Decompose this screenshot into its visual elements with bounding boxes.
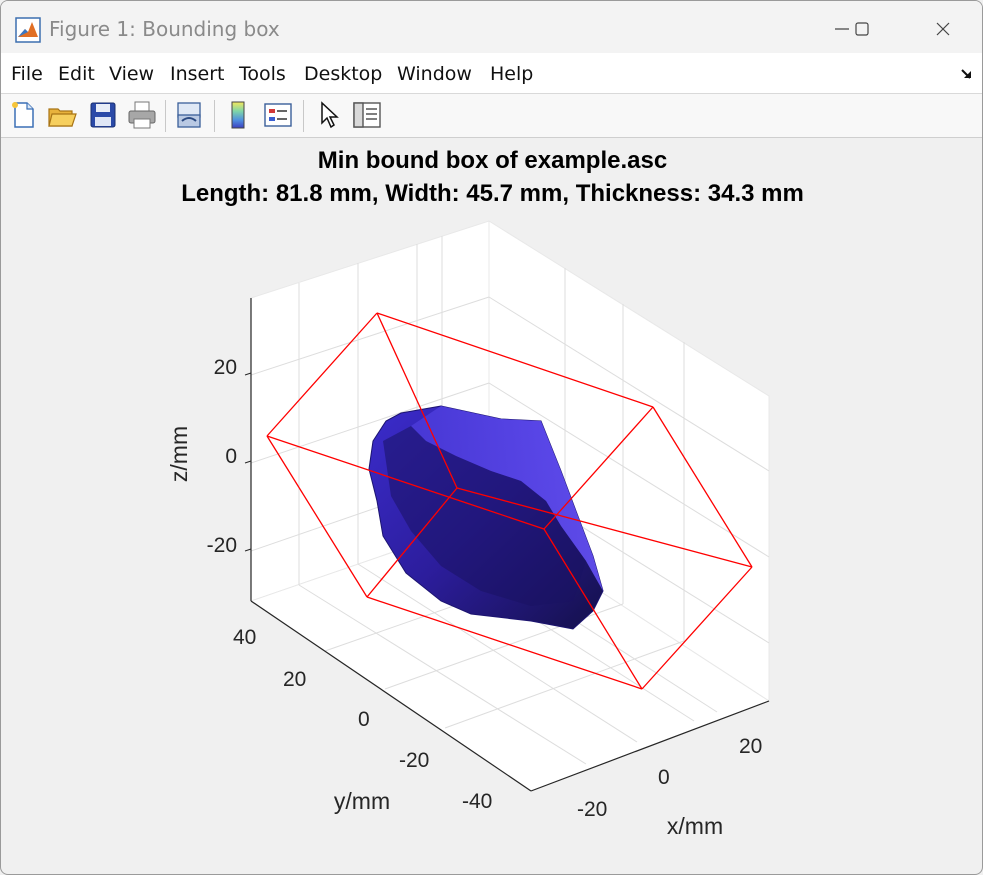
new-figure-icon [12,102,34,128]
menu-edit[interactable]: Edit [58,63,95,85]
toolbar-separator [303,100,304,132]
menu-tools[interactable]: Tools [239,63,286,85]
y-axis-label: y/mm [334,788,390,814]
z-tick-label: 0 [225,445,237,468]
z-tick-label: -20 [207,534,237,557]
minimize-icon [835,28,849,30]
x-tick-label: 20 [739,735,762,758]
plot-title-line1: Min bound box of example.asc [317,147,668,174]
print-button[interactable] [126,99,158,131]
toolbar-separator [165,100,166,132]
bounding-box [266,312,753,690]
property-inspector-icon [353,102,381,128]
x-axis-label: x/mm [667,813,723,839]
figure-canvas: Min bound box of example.asc Length: 81.… [1,138,982,874]
y-tick-label: 0 [358,708,370,731]
x-tick-label: -20 [577,798,607,821]
new-figure-button[interactable] [7,99,39,131]
property-inspector-button[interactable] [351,99,383,131]
x-axis-ticks: -20 0 20 [577,735,762,821]
grid-lines [250,236,770,765]
print-icon [128,101,156,129]
z-axis-ticks: 20 0 -20 [207,356,252,557]
maximize-icon [855,22,869,36]
toolbar-separator [214,100,215,132]
close-icon [936,22,950,36]
dock-arrow-icon[interactable] [960,67,974,81]
axis-lines [250,298,770,792]
scanned-object-surface [368,405,604,630]
open-file-icon [48,108,77,127]
menu-help[interactable]: Help [490,63,534,85]
insert-colorbar-button[interactable] [222,99,254,131]
edit-plot-arrow-icon [321,101,339,129]
menu-view[interactable]: View [109,63,155,85]
close-button[interactable] [920,11,966,47]
maximize-button[interactable] [839,11,885,47]
menu-file[interactable]: File [11,63,43,85]
matlab-icon [15,17,41,43]
x-tick-label: 0 [658,766,670,789]
insert-colorbar-icon [231,101,245,129]
menu-insert[interactable]: Insert [170,63,225,85]
save-icon [90,102,116,128]
insert-legend-button[interactable] [262,99,294,131]
save-button[interactable] [87,99,119,131]
link-plot-button[interactable] [173,99,205,131]
z-axis-label: z/mm [166,426,192,482]
z-tick-label: 20 [214,356,237,379]
edit-plot-button[interactable] [312,99,344,131]
plot-title-line2: Length: 81.8 mm, Width: 45.7 mm, Thickne… [181,180,804,207]
y-tick-label: -20 [399,749,429,772]
open-file-button[interactable] [46,99,78,131]
window-title: Figure 1: Bounding box [49,17,280,41]
y-tick-label: -40 [462,790,492,813]
menu-window[interactable]: Window [397,63,472,85]
minimize-button[interactable] [819,11,865,47]
y-tick-label: 20 [283,668,306,691]
y-tick-label: 40 [233,626,256,649]
menu-bar: File Edit View Insert Tools Desktop Wind… [1,53,982,94]
link-plot-icon [177,102,201,128]
title-bar: Figure 1: Bounding box [1,1,982,53]
y-axis-ticks: 40 20 0 -20 -40 [233,626,492,813]
insert-legend-icon [264,103,292,127]
toolbar [1,94,982,138]
menu-desktop[interactable]: Desktop [304,63,383,85]
axes-3d[interactable]: 20 0 -20 z/mm 40 20 0 -20 -40 y/mm -20 0… [1,138,982,874]
